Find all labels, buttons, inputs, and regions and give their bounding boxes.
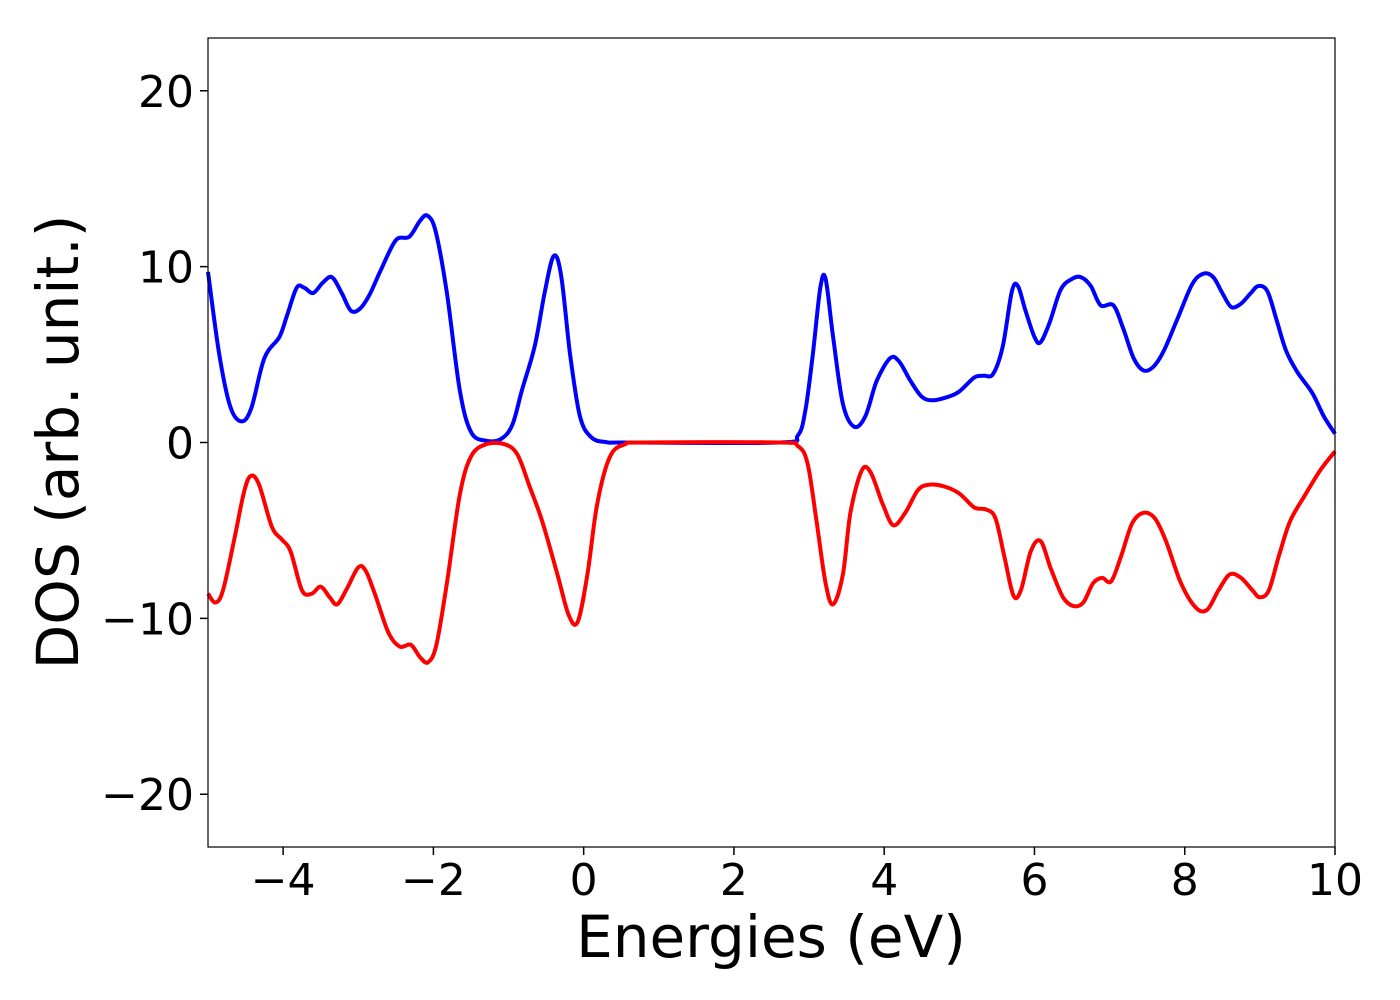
y-tick-label: −10: [101, 594, 194, 645]
y-tick-label: −20: [101, 770, 194, 821]
x-axis-title: Energies (eV): [576, 903, 966, 971]
x-tick-label: 8: [1171, 855, 1199, 906]
y-axis-title: DOS (arb. unit.): [24, 215, 92, 670]
series-line-spin-up: [206, 213, 1337, 446]
x-tick-label: 10: [1307, 855, 1363, 906]
y-tick-label: 10: [138, 243, 194, 294]
y-tick-label: 20: [138, 67, 194, 118]
x-tick-label: −4: [251, 855, 316, 906]
y-tick-label: 0: [166, 419, 194, 470]
series-layer: [206, 213, 1337, 665]
x-tick-label: 2: [720, 855, 748, 906]
x-tick-label: 6: [1020, 855, 1048, 906]
x-tick-label: 0: [570, 855, 598, 906]
plot-frame: [207, 37, 1336, 848]
series-line-spin-down: [206, 440, 1337, 665]
x-tick-label: 4: [870, 855, 898, 906]
x-tick-label: −2: [401, 855, 466, 906]
